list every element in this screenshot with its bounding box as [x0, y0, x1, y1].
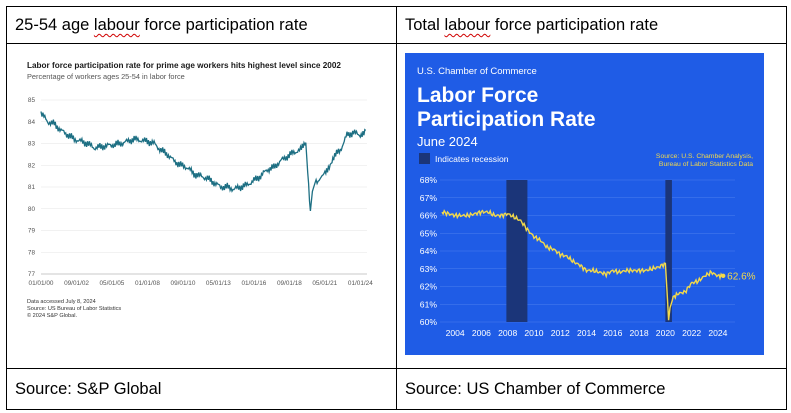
left-source-cell: Source: S&P Global [6, 368, 397, 410]
left-y-tick-label: 81 [28, 184, 36, 191]
recession-legend-swatch [419, 153, 430, 164]
left-y-tick-label: 83 [28, 141, 36, 148]
right-chart-source-line2: Bureau of Labor Statistics Data [659, 161, 753, 168]
left-header-plain: 25-54 age [15, 16, 94, 34]
left-y-tick-label: 82 [28, 162, 36, 169]
right-x-tick-label: 2016 [603, 328, 622, 338]
recession-band [665, 180, 672, 322]
right-source-cell: Source: US Chamber of Commerce [396, 368, 787, 410]
right-y-tick-label: 66% [420, 211, 438, 221]
left-chart-cell: Labor force participation rate for prime… [6, 43, 397, 369]
left-chart-subtitle: Percentage of workers ages 25-54 in labo… [27, 72, 185, 81]
left-y-tick-label: 77 [28, 271, 36, 278]
left-chart-series-line [40, 111, 367, 211]
right-y-tick-label: 63% [420, 264, 438, 274]
right-x-tick-label: 2004 [446, 328, 465, 338]
recession-legend-label: Indicates recession [435, 154, 509, 164]
right-header-rest: force participation rate [490, 16, 659, 34]
comparison-table: 25-54 age labour force participation rat… [6, 6, 787, 410]
right-y-tick-label: 60% [420, 317, 438, 327]
right-chart-end-label: 62.6% [727, 271, 755, 282]
right-x-tick-label: 2006 [472, 328, 491, 338]
left-x-tick-label: 05/01/13 [206, 280, 231, 287]
left-y-tick-label: 80 [28, 206, 36, 213]
left-source-text: Source: S&P Global [15, 380, 162, 398]
right-chart-gridlines [440, 179, 735, 323]
left-chart-gridlines [41, 99, 367, 275]
left-chart-note-source: Source: US Bureau of Labor Statistics [27, 306, 121, 312]
right-x-tick-label: 2022 [682, 328, 701, 338]
left-x-tick-label: 09/01/18 [277, 280, 302, 287]
left-x-tick-label: 01/01/24 [348, 280, 373, 287]
right-header-marked-word: labour [444, 16, 491, 34]
left-header-cell: 25-54 age labour force participation rat… [6, 6, 397, 44]
left-y-tick-label: 84 [28, 119, 36, 126]
left-chart-y-ticks: 77 78 79 80 81 82 83 84 85 [28, 97, 36, 278]
right-y-tick-label: 64% [420, 246, 438, 256]
right-y-tick-label: 68% [420, 175, 438, 185]
right-chart-y-ticks: 60% 61% 62% 63% 64% 65% 66% 67% 68% [420, 175, 438, 327]
right-x-tick-label: 2008 [498, 328, 517, 338]
left-header-marked-word: labour [93, 16, 140, 34]
right-y-tick-label: 61% [420, 299, 438, 309]
right-header-plain: Total [405, 16, 445, 34]
left-x-tick-label: 01/01/16 [241, 280, 266, 287]
right-x-tick-label: 2012 [551, 328, 570, 338]
right-header-cell: Total labour force participation rate [396, 6, 787, 44]
left-y-tick-label: 85 [28, 97, 36, 104]
right-chart-source-line1: Source: U.S. Chamber Analysis, [656, 153, 753, 160]
right-chart-x-ticks: 2004 2006 2008 2010 2012 2014 2016 2018 2020 2022… [446, 328, 728, 338]
right-x-tick-label: 2018 [630, 328, 649, 338]
recession-band [506, 180, 528, 322]
right-x-tick-label: 2024 [708, 328, 727, 338]
right-chart-title-line1: Labor Force [417, 84, 538, 107]
right-chart-figure: U.S. Chamber of Commerce Labor Force Par… [405, 53, 764, 355]
right-chart-org: U.S. Chamber of Commerce [417, 66, 537, 77]
right-y-tick-label: 67% [420, 193, 438, 203]
left-x-tick-label: 01/01/00 [29, 280, 54, 287]
right-chart-recession-bands [506, 180, 672, 322]
left-header-rest: force participation rate [139, 16, 308, 34]
right-chart-date: June 2024 [417, 134, 478, 149]
right-x-tick-label: 2014 [577, 328, 596, 338]
right-chart-series-line [441, 208, 724, 321]
right-chart-end-marker [720, 273, 726, 279]
right-x-tick-label: 2020 [656, 328, 675, 338]
left-x-tick-label: 01/01/08 [135, 280, 160, 287]
right-y-tick-label: 65% [420, 228, 438, 238]
left-x-tick-label: 09/01/02 [64, 280, 89, 287]
left-y-tick-label: 78 [28, 249, 36, 256]
left-x-tick-label: 05/01/05 [99, 280, 124, 287]
right-chart-title-line2: Participation Rate [417, 108, 596, 131]
left-x-tick-label: 05/01/21 [312, 280, 337, 287]
right-y-tick-label: 62% [420, 282, 438, 292]
right-source-text: Source: US Chamber of Commerce [405, 380, 666, 398]
right-x-tick-label: 2010 [524, 328, 543, 338]
left-chart-title: Labor force participation rate for prime… [27, 61, 341, 70]
left-chart-figure: Labor force participation rate for prime… [27, 61, 374, 319]
left-y-tick-label: 79 [28, 228, 36, 235]
right-chart-background [405, 53, 764, 355]
left-chart-note-copyright: © 2024 S&P Global. [27, 312, 77, 319]
left-x-tick-label: 09/01/10 [171, 280, 196, 287]
left-chart-x-ticks: 01/01/00 09/01/02 05/01/05 01/01/08 09/01/10… [29, 280, 374, 287]
left-chart-note-accessed: Data accessed July 8, 2024 [27, 299, 96, 305]
right-chart-cell: U.S. Chamber of Commerce Labor Force Par… [396, 43, 787, 369]
